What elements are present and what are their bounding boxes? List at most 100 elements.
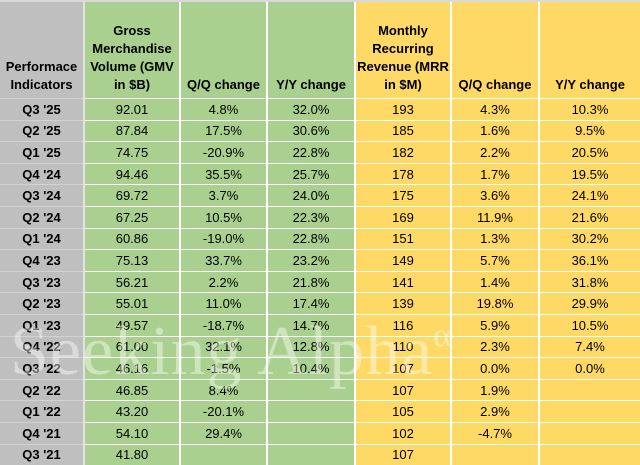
mrr-qq-value-cell: 11.9% bbox=[451, 206, 540, 229]
gmv-value-cell: 87.84 bbox=[84, 120, 181, 143]
mrr-qq-value-cell: 19.8% bbox=[451, 292, 540, 315]
gmv-yy-value-cell: 22.8% bbox=[267, 228, 356, 251]
table-row: Q3 '21 41.80 107 bbox=[0, 444, 640, 465]
gmv-value-cell: 61.00 bbox=[84, 336, 181, 359]
mrr-yy-value-cell: 20.5% bbox=[539, 141, 640, 164]
gmv-yy-value-cell: 24.0% bbox=[267, 184, 356, 207]
mrr-value-cell: 149 bbox=[355, 249, 452, 272]
row-label-cell: Q3 '24 bbox=[0, 184, 85, 207]
gmv-qq-value-cell bbox=[180, 444, 268, 465]
gmv-yy-value-cell: 10.4% bbox=[267, 357, 356, 380]
row-label-cell: Q1 '24 bbox=[0, 228, 85, 251]
gmv-value-cell: 46.85 bbox=[84, 379, 181, 402]
gmv-qq-value-cell: 35.5% bbox=[180, 163, 268, 186]
gmv-value-cell: 43.20 bbox=[84, 400, 181, 423]
mrr-value-cell: 139 bbox=[355, 292, 452, 315]
mrr-yy-value-cell: 29.9% bbox=[539, 292, 640, 315]
mrr-value-cell: 107 bbox=[355, 444, 452, 465]
row-label-cell: Q2 '23 bbox=[0, 292, 85, 315]
mrr-yy-value-cell bbox=[539, 444, 640, 465]
gmv-value-cell: 92.01 bbox=[84, 98, 181, 121]
gmv-yy-header-cell: Y/Y change bbox=[267, 2, 356, 99]
mrr-value-cell: 105 bbox=[355, 400, 452, 423]
gmv-qq-value-cell: 10.5% bbox=[180, 206, 268, 229]
mrr-qq-value-cell: 2.9% bbox=[451, 400, 540, 423]
row-label-cell: Q3 '25 bbox=[0, 98, 85, 121]
gmv-yy-value-cell: 21.8% bbox=[267, 271, 356, 294]
mrr-yy-value-cell: 10.3% bbox=[539, 98, 640, 121]
mrr-qq-value-cell: 4.3% bbox=[451, 98, 540, 121]
gmv-qq-value-cell: 29.4% bbox=[180, 422, 268, 445]
mrr-value-cell: 102 bbox=[355, 422, 452, 445]
mrr-yy-value-cell: 21.6% bbox=[539, 206, 640, 229]
mrr-qq-value-cell: 3.6% bbox=[451, 184, 540, 207]
mrr-value-cell: 182 bbox=[355, 141, 452, 164]
mrr-qq-value-cell: 1.4% bbox=[451, 271, 540, 294]
table-row: Q3 '25 92.01 4.8% 32.0% 193 4.3% 10.3% bbox=[0, 98, 640, 121]
table-row: Q2 '24 67.25 10.5% 22.3% 169 11.9% 21.6% bbox=[0, 206, 640, 229]
mrr-value-cell: 185 bbox=[355, 120, 452, 143]
mrr-yy-value-cell bbox=[539, 422, 640, 445]
gmv-value-cell: 67.25 bbox=[84, 206, 181, 229]
table-body: Q3 '25 92.01 4.8% 32.0% 193 4.3% 10.3% Q2 '25 87… bbox=[0, 98, 640, 465]
row-label-cell: Q2 '24 bbox=[0, 206, 85, 229]
table-row: Q3 '23 56.21 2.2% 21.8% 141 1.4% 31.8% bbox=[0, 271, 640, 294]
mrr-yy-value-cell: 31.8% bbox=[539, 271, 640, 294]
mrr-value-cell: 193 bbox=[355, 98, 452, 121]
gmv-qq-value-cell: -19.0% bbox=[180, 228, 268, 251]
mrr-qq-value-cell: 1.7% bbox=[451, 163, 540, 186]
table-row: Q2 '22 46.85 8.4% 107 1.9% bbox=[0, 379, 640, 402]
gmv-header-cell: Gross Merchandise Volume (GMV in $B) bbox=[84, 2, 181, 99]
gmv-qq-value-cell: 17.5% bbox=[180, 120, 268, 143]
mrr-qq-value-cell bbox=[451, 444, 540, 465]
mrr-qq-value-cell: 5.9% bbox=[451, 314, 540, 337]
gmv-yy-value-cell bbox=[267, 379, 356, 402]
gmv-yy-value-cell: 22.8% bbox=[267, 141, 356, 164]
mrr-qq-value-cell: 5.7% bbox=[451, 249, 540, 272]
mrr-qq-header-cell: Q/Q change bbox=[451, 2, 540, 99]
mrr-yy-value-cell: 19.5% bbox=[539, 163, 640, 186]
gmv-yy-value-cell bbox=[267, 422, 356, 445]
row-label-cell: Q1 '25 bbox=[0, 141, 85, 164]
table-row: Q1 '22 43.20 -20.1% 105 2.9% bbox=[0, 400, 640, 423]
gmv-yy-value-cell: 22.3% bbox=[267, 206, 356, 229]
row-label-cell: Q4 '24 bbox=[0, 163, 85, 186]
gmv-qq-value-cell: 8.4% bbox=[180, 379, 268, 402]
gmv-qq-value-cell: 11.0% bbox=[180, 292, 268, 315]
mrr-value-cell: 151 bbox=[355, 228, 452, 251]
mrr-value-cell: 107 bbox=[355, 357, 452, 380]
mrr-value-cell: 141 bbox=[355, 271, 452, 294]
mrr-qq-value-cell: 0.0% bbox=[451, 357, 540, 380]
gmv-qq-header-cell: Q/Q change bbox=[180, 2, 268, 99]
table-row: Q1 '23 49.57 -18.7% 14.7% 116 5.9% 10.5% bbox=[0, 314, 640, 337]
gmv-yy-value-cell: 30.6% bbox=[267, 120, 356, 143]
table-header: Performace Indicators Gross Merchandise … bbox=[0, 2, 640, 99]
mrr-yy-value-cell: 30.2% bbox=[539, 228, 640, 251]
mrr-yy-header-cell: Y/Y change bbox=[539, 2, 640, 99]
gmv-yy-value-cell: 12.8% bbox=[267, 336, 356, 359]
mrr-yy-value-cell: 7.4% bbox=[539, 336, 640, 359]
table-row: Q3 '24 69.72 3.7% 24.0% 175 3.6% 24.1% bbox=[0, 184, 640, 207]
mrr-qq-value-cell: 1.6% bbox=[451, 120, 540, 143]
table-row: Q4 '24 94.46 35.5% 25.7% 178 1.7% 19.5% bbox=[0, 163, 640, 186]
gmv-value-cell: 46.16 bbox=[84, 357, 181, 380]
table-row: Q1 '25 74.75 -20.9% 22.8% 182 2.2% 20.5% bbox=[0, 141, 640, 164]
gmv-value-cell: 75.13 bbox=[84, 249, 181, 272]
mrr-qq-value-cell: 2.2% bbox=[451, 141, 540, 164]
mrr-qq-value-cell: 1.9% bbox=[451, 379, 540, 402]
gmv-value-cell: 54.10 bbox=[84, 422, 181, 445]
mrr-yy-value-cell: 0.0% bbox=[539, 357, 640, 380]
mrr-yy-value-cell: 10.5% bbox=[539, 314, 640, 337]
row-label-cell: Q3 '21 bbox=[0, 444, 85, 465]
gmv-qq-value-cell: 4.8% bbox=[180, 98, 268, 121]
gmv-yy-value-cell: 25.7% bbox=[267, 163, 356, 186]
gmv-yy-value-cell: 14.7% bbox=[267, 314, 356, 337]
gmv-qq-value-cell: 3.7% bbox=[180, 184, 268, 207]
mrr-value-cell: 178 bbox=[355, 163, 452, 186]
table-row: Q2 '23 55.01 11.0% 17.4% 139 19.8% 29.9% bbox=[0, 292, 640, 315]
table-row: Q4 '21 54.10 29.4% 102 -4.7% bbox=[0, 422, 640, 445]
gmv-value-cell: 56.21 bbox=[84, 271, 181, 294]
gmv-value-cell: 49.57 bbox=[84, 314, 181, 337]
gmv-yy-value-cell bbox=[267, 400, 356, 423]
